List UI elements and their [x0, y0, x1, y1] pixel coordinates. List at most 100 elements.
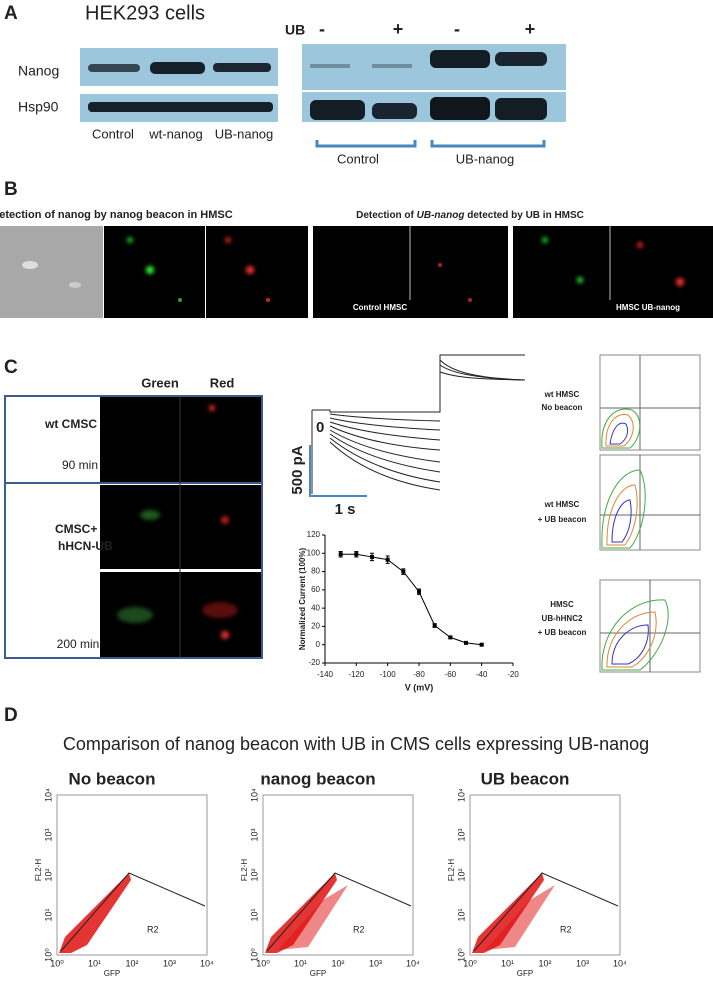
y-tick-label: 40 — [311, 603, 320, 612]
micrographs — [4, 395, 263, 659]
y-tick-label: 10³ — [43, 828, 53, 841]
y-tick-label: 20 — [311, 622, 320, 631]
x-tick-label: 10⁰ — [50, 958, 64, 968]
title-part: UB-nanog — [417, 210, 465, 221]
marker — [401, 569, 406, 574]
y-tick-label: 10⁴ — [249, 788, 259, 802]
y-tick-label: 10¹ — [43, 908, 53, 921]
scale-bar — [309, 445, 367, 497]
x-tick-label: 10⁴ — [200, 958, 214, 968]
x-tick-label: 10⁰ — [463, 958, 477, 968]
y-tick-label: 100 — [307, 548, 321, 557]
treatment-sign: - — [454, 19, 460, 39]
treatment-sign: + — [393, 19, 404, 39]
image-label: HMSC UB-nanog — [616, 303, 680, 312]
y-tick-label: 10² — [249, 868, 259, 881]
treatment-label: UB — [285, 22, 305, 38]
x-tick-label: 10² — [125, 958, 138, 968]
x-tick-label: 10⁴ — [613, 958, 627, 968]
y-tick-label: 10² — [43, 868, 53, 881]
y-tick-label: 10¹ — [456, 908, 466, 921]
marker — [464, 640, 468, 645]
y-tick-label: 10⁴ — [43, 788, 53, 802]
panel-title: Comparison of nanog beacon with UB in CM… — [63, 734, 649, 754]
iv-chart: -20 0 20 40 60 80 100 120 -140 -120 -100 -80 -60 -40 -… — [298, 530, 519, 692]
marker — [370, 554, 374, 559]
scale-label: 500 pA — [289, 445, 306, 494]
marker — [354, 552, 359, 557]
x-axis-label: GFP — [104, 969, 120, 978]
x-tick-label: 10¹ — [88, 958, 101, 968]
flow-label: wt HMSC — [544, 390, 580, 399]
y-tick-label: 10² — [456, 868, 466, 881]
image-title: Detection of nanog by nanog beacon in HM… — [0, 209, 233, 221]
event-cloud — [278, 885, 348, 950]
panel-label: A — [4, 3, 18, 24]
flow-label: HMSC — [550, 600, 574, 609]
panel-label: D — [4, 705, 18, 726]
flow-plots — [599, 354, 701, 673]
title-part: Detection of — [356, 210, 417, 221]
zero-label: 0 — [316, 419, 324, 436]
y-axis-label: FL2-H — [240, 859, 249, 881]
row-label: Nanog — [18, 63, 59, 79]
y-tick-label: -20 — [308, 658, 320, 667]
image-title: Detection of UB-nanog detected by UB in … — [356, 210, 584, 221]
y-axis-label: FL2-H — [447, 859, 456, 881]
marker — [338, 552, 343, 557]
channel-label: Green — [141, 375, 179, 390]
y-tick-label: 60 — [311, 585, 320, 594]
y-tick-label: 80 — [311, 567, 320, 576]
y-tick-label: 10³ — [249, 828, 259, 841]
treatment-sign: + — [525, 19, 536, 39]
row-label: wt CMSC — [44, 417, 97, 431]
x-axis-label: GFP — [310, 969, 326, 978]
lane-label: wt-nanog — [148, 126, 202, 141]
x-tick-label: 10³ — [163, 958, 176, 968]
row-label: Hsp90 — [18, 99, 59, 115]
y-tick-label: 120 — [307, 530, 321, 539]
panel-title: HEK293 cells — [85, 2, 205, 24]
x-tick-label: 10² — [538, 958, 551, 968]
x-tick-label: 10¹ — [294, 958, 307, 968]
x-tick-label: 10⁰ — [256, 958, 270, 968]
time-label: 90 min — [62, 458, 98, 472]
y-tick-label: 10⁰ — [456, 948, 466, 962]
gate-label: R2 — [353, 924, 365, 934]
group-label: UB-nanog — [456, 151, 515, 166]
marker — [417, 589, 421, 594]
x-tick-label: 10² — [331, 958, 344, 968]
y-tick-label: 10³ — [456, 828, 466, 841]
treatment-sign: - — [319, 19, 325, 39]
plot-title: UB beacon — [481, 769, 570, 788]
marker — [385, 557, 390, 562]
lane-label: UB-nanog — [215, 126, 274, 141]
title-part: detected by UB in HMSC — [464, 210, 583, 221]
flow-label: + UB beacon — [538, 515, 587, 524]
image-label: Control HMSC — [353, 303, 407, 312]
time-label: 200 min — [57, 637, 100, 651]
marker — [479, 642, 484, 647]
y-tick-label: 10¹ — [249, 908, 259, 921]
flow-label: UB-hHNC2 — [542, 614, 583, 623]
scale-label: 1 s — [335, 501, 356, 518]
gate — [266, 872, 412, 952]
marker — [432, 623, 437, 628]
gate — [60, 872, 206, 952]
x-axis-label: GFP — [517, 969, 533, 978]
group-label: Control — [337, 151, 379, 166]
x-tick-label: 10¹ — [501, 958, 514, 968]
x-tick-label: -120 — [348, 670, 365, 679]
x-tick-label: -40 — [476, 670, 488, 679]
plot-frame — [56, 794, 208, 956]
marker — [448, 635, 453, 640]
gate-label: R2 — [560, 924, 572, 934]
row-label: CMSC+ — [55, 522, 97, 536]
x-tick-label: 10³ — [369, 958, 382, 968]
y-axis-label: Normalized Current (100%) — [298, 548, 307, 651]
panel-label: B — [4, 179, 18, 200]
gate-label: R2 — [147, 924, 159, 934]
flow-label: + UB beacon — [538, 628, 587, 637]
x-tick-label: 10³ — [576, 958, 589, 968]
